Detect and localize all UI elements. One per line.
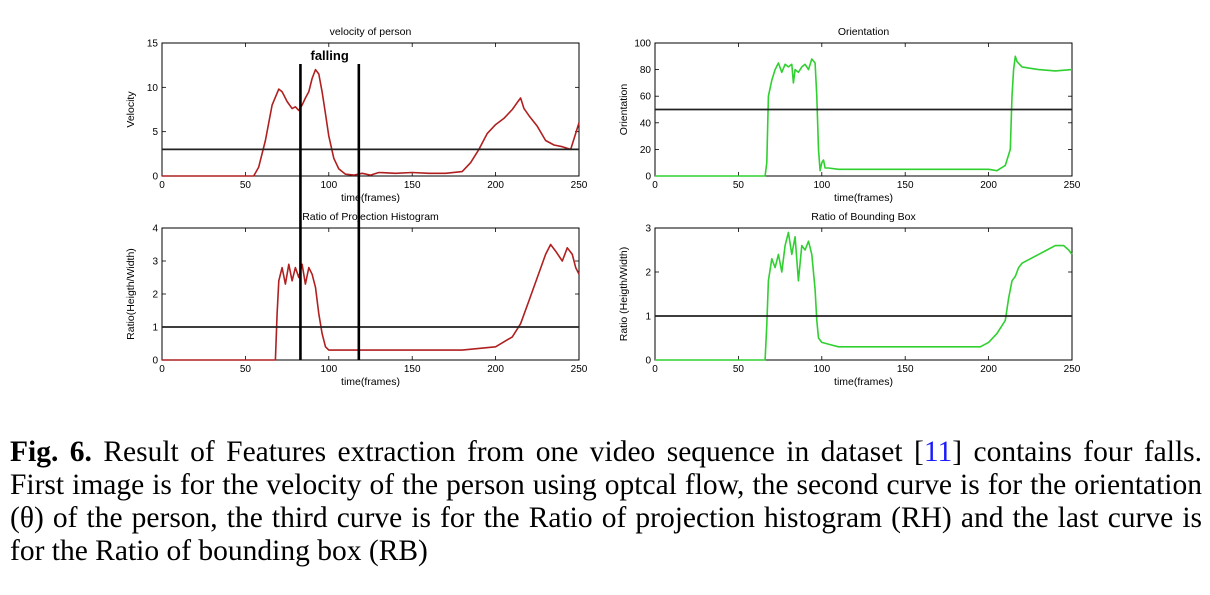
x-tick-label: 200 bbox=[980, 364, 997, 375]
x-tick-label: 0 bbox=[159, 180, 165, 191]
chart-title: Ratio of Bounding Box bbox=[811, 211, 916, 223]
y-axis-label: Velocity bbox=[125, 91, 137, 128]
x-tick-label: 0 bbox=[159, 364, 165, 375]
y-tick-label: 80 bbox=[640, 65, 652, 76]
plot-frame bbox=[654, 227, 1073, 361]
series-line bbox=[655, 55, 1073, 177]
series-line bbox=[655, 231, 1073, 361]
caption-text-2: ] contains four falls. First image is fo… bbox=[10, 436, 1202, 567]
series-line bbox=[162, 68, 580, 177]
x-tick-label: 150 bbox=[404, 180, 421, 191]
x-tick-label: 150 bbox=[897, 180, 914, 191]
series-line bbox=[162, 243, 580, 361]
x-axis-label: time(frames) bbox=[834, 376, 893, 388]
y-tick-label: 100 bbox=[634, 39, 651, 50]
y-tick-label: 4 bbox=[152, 224, 158, 235]
x-tick-label: 150 bbox=[404, 364, 421, 375]
x-tick-label: 250 bbox=[1064, 180, 1081, 191]
y-tick-label: 20 bbox=[640, 145, 652, 156]
y-tick-label: 15 bbox=[147, 39, 159, 50]
x-axis-label: time(frames) bbox=[341, 192, 400, 204]
x-tick-label: 50 bbox=[733, 364, 745, 375]
chart-3: 0 50 100 150 200 250 0 1 2 3 4 Ratio of Projection … bbox=[125, 211, 588, 388]
x-tick-label: 250 bbox=[1064, 364, 1081, 375]
y-tick-label: 2 bbox=[645, 268, 651, 279]
plot-frame bbox=[161, 42, 580, 177]
x-axis-label: time(frames) bbox=[341, 376, 400, 388]
y-tick-label: 1 bbox=[152, 323, 158, 334]
y-tick-label: 10 bbox=[147, 83, 159, 94]
y-tick-label: 0 bbox=[152, 356, 158, 367]
y-axis-label: Ratio(Heigth/Width) bbox=[125, 248, 137, 340]
chart-4: 0 50 100 150 200 250 0 1 2 3 Ratio of Bounding Box… bbox=[618, 211, 1081, 388]
x-tick-label: 250 bbox=[571, 180, 588, 191]
figure-caption: Fig. 6. Result of Features extraction fr… bbox=[10, 436, 1202, 568]
x-axis-label: time(frames) bbox=[834, 192, 893, 204]
y-tick-label: 5 bbox=[152, 127, 158, 138]
y-tick-label: 1 bbox=[645, 312, 651, 323]
y-tick-label: 3 bbox=[645, 224, 651, 235]
x-tick-label: 200 bbox=[487, 364, 504, 375]
chart-title: Ratio of Projection Histogram bbox=[302, 211, 439, 223]
y-axis-label: Orientation bbox=[618, 84, 630, 136]
y-tick-label: 3 bbox=[152, 257, 158, 268]
caption-text-1: Result of Features extraction from one v… bbox=[91, 436, 924, 468]
y-axis-label: Ratio (Heigth/Width) bbox=[618, 247, 630, 342]
chart-2: 0 50 100 150 200 250 0 20 40 60 80 100 Orientation ti… bbox=[618, 26, 1081, 204]
x-tick-label: 150 bbox=[897, 364, 914, 375]
y-tick-label: 0 bbox=[645, 172, 651, 183]
falling-label: falling bbox=[310, 48, 348, 63]
chart-title: Orientation bbox=[838, 26, 890, 38]
x-tick-label: 200 bbox=[487, 180, 504, 191]
chart-1: 0 50 100 150 200 250 0 5 10 15 velocity of person t… bbox=[125, 26, 588, 204]
x-tick-label: 50 bbox=[240, 364, 252, 375]
chart-title: velocity of person bbox=[330, 26, 412, 38]
y-tick-label: 2 bbox=[152, 290, 158, 301]
y-tick-label: 0 bbox=[645, 356, 651, 367]
x-tick-label: 100 bbox=[320, 180, 337, 191]
caption-reference-link[interactable]: 11 bbox=[923, 436, 953, 468]
x-tick-label: 0 bbox=[652, 364, 658, 375]
x-tick-label: 0 bbox=[652, 180, 658, 191]
x-tick-label: 250 bbox=[571, 364, 588, 375]
plot-frame bbox=[161, 227, 580, 361]
fall-annotation: falling bbox=[299, 48, 361, 360]
caption-lead: Fig. 6. bbox=[10, 436, 92, 468]
x-tick-label: 100 bbox=[813, 180, 830, 191]
y-tick-label: 0 bbox=[152, 172, 158, 183]
x-tick-label: 100 bbox=[320, 364, 337, 375]
x-tick-label: 200 bbox=[980, 180, 997, 191]
y-tick-label: 40 bbox=[640, 118, 652, 129]
y-tick-label: 60 bbox=[640, 92, 652, 103]
x-tick-label: 100 bbox=[813, 364, 830, 375]
x-tick-label: 50 bbox=[240, 180, 252, 191]
x-tick-label: 50 bbox=[733, 180, 745, 191]
